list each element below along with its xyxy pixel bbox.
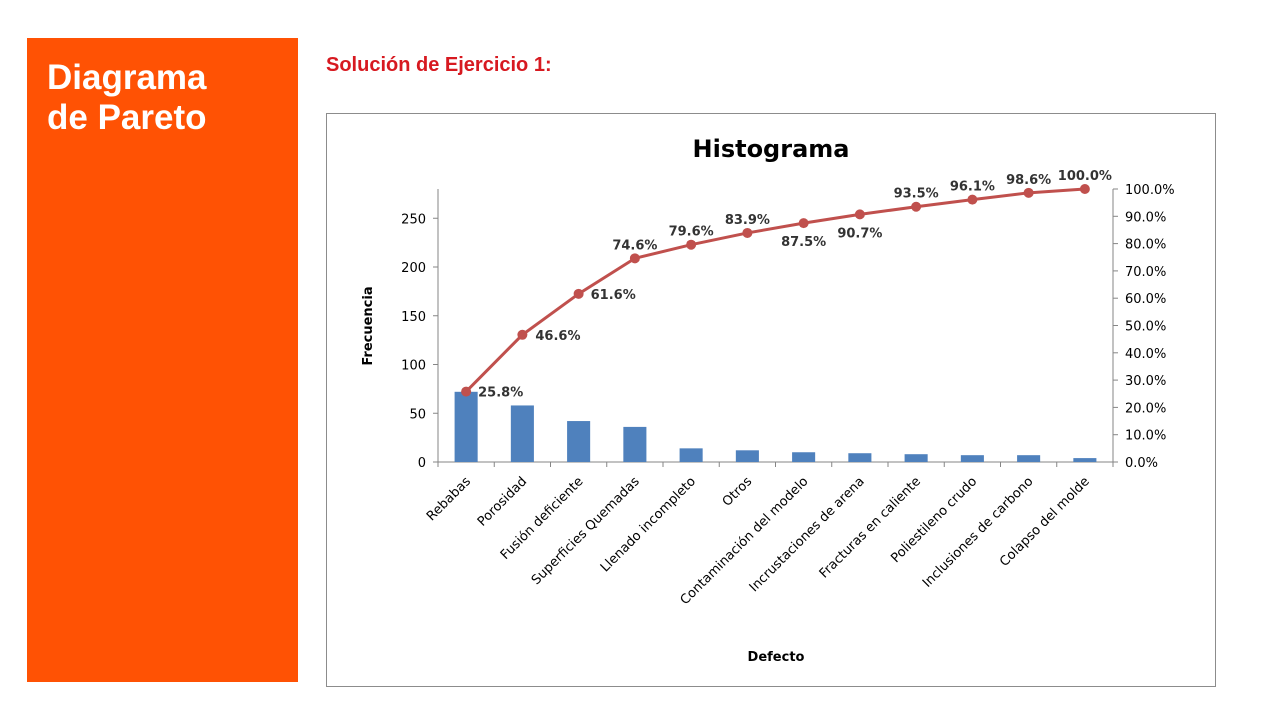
bar	[567, 421, 591, 462]
cumulative-point	[461, 386, 472, 397]
section-title-line2: de Pareto	[47, 98, 207, 137]
cumulative-label: 25.8%	[478, 386, 523, 401]
bar	[848, 453, 872, 462]
cumulative-point	[911, 201, 922, 212]
bar	[679, 448, 703, 462]
y2-tick-label: 40.0%	[1125, 347, 1166, 362]
bar	[904, 454, 928, 462]
bar	[1017, 455, 1041, 462]
cumulative-label: 98.6%	[1006, 173, 1051, 188]
y-tick-label: 200	[401, 261, 426, 276]
cumulative-point	[1079, 184, 1090, 194]
cumulative-point	[517, 329, 528, 340]
cumulative-label: 100.0%	[1058, 169, 1112, 184]
y2-tick-label: 30.0%	[1125, 374, 1166, 389]
section-title-line1: Diagrama	[47, 58, 207, 97]
cumulative-label: 74.6%	[612, 238, 657, 253]
bar	[623, 426, 647, 462]
bar	[735, 450, 759, 462]
category-label: Incrustaciones de arena	[747, 474, 868, 595]
cumulative-point	[854, 209, 865, 220]
cumulative-label: 79.6%	[669, 225, 714, 240]
y2-tick-label: 70.0%	[1125, 265, 1166, 280]
y2-tick-label: 50.0%	[1125, 320, 1166, 335]
y2-tick-label: 80.0%	[1125, 238, 1166, 253]
section-title: Diagrama de Pareto	[47, 58, 287, 138]
y2-tick-label: 10.0%	[1125, 429, 1166, 444]
y2-tick-label: 60.0%	[1125, 292, 1166, 307]
x-axis-title: Defecto	[748, 650, 805, 665]
category-label: Otros	[720, 474, 756, 510]
y2-tick-label: 0.0%	[1125, 456, 1158, 471]
category-label: Porosidad	[475, 474, 530, 529]
bar	[792, 452, 816, 462]
cumulative-point	[1023, 187, 1034, 198]
y-tick-label: 150	[401, 310, 426, 325]
chart-title: Histograma	[693, 135, 850, 163]
cumulative-label: 83.9%	[725, 213, 770, 228]
category-label: Superficies Quemadas	[529, 474, 643, 588]
cumulative-label: 96.1%	[950, 180, 995, 195]
cumulative-point	[798, 218, 809, 229]
pareto-chart: Histograma Frecuencia Defecto 0 50 100 150 2…	[361, 135, 1175, 665]
cumulative-label: 90.7%	[837, 226, 882, 241]
bar	[454, 391, 478, 462]
y2-tick-label: 20.0%	[1125, 401, 1166, 416]
category-label: Llenado incompleto	[598, 474, 699, 575]
bar	[960, 455, 984, 462]
y-axis-title: Frecuencia	[361, 286, 376, 365]
cumulative-label: 87.5%	[781, 235, 826, 250]
slide-heading: Solución de Ejercicio 1:	[326, 54, 552, 76]
cumulative-point	[686, 239, 697, 250]
cumulative-point	[967, 194, 978, 205]
chart-frame: Histograma Frecuencia Defecto 0 50 100 150 2…	[326, 113, 1216, 687]
category-label: Rebabas	[424, 474, 474, 524]
y-tick-label: 50	[409, 407, 426, 422]
side-panel	[27, 38, 298, 682]
bar	[1073, 458, 1097, 462]
y2-tick-label: 100.0%	[1125, 183, 1175, 198]
cumulative-label: 46.6%	[535, 329, 580, 344]
y2-tick-label: 90.0%	[1125, 210, 1166, 225]
y-tick-label: 0	[418, 456, 426, 471]
y-tick-label: 100	[401, 359, 426, 374]
category-label: Inclusiones de carbono	[920, 474, 1037, 591]
category-label: Fracturas en caliente	[817, 474, 924, 581]
cumulative-line	[465, 187, 1085, 393]
cumulative-label: 93.5%	[894, 187, 939, 202]
y-tick-label: 250	[401, 212, 426, 227]
cumulative-point	[742, 227, 753, 238]
cumulative-point	[573, 288, 584, 299]
cumulative-point	[629, 253, 640, 264]
cumulative-label: 61.6%	[591, 288, 636, 303]
bar	[510, 405, 534, 462]
